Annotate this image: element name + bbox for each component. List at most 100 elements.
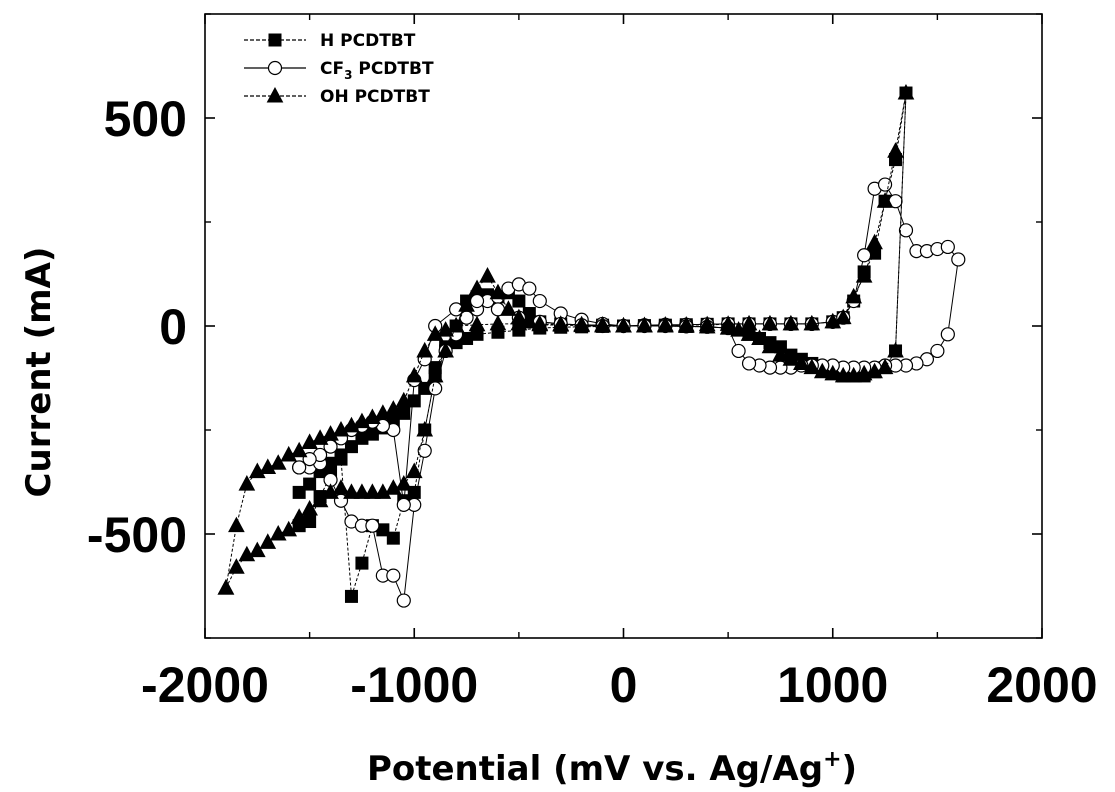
- data-point: [479, 267, 496, 283]
- x-axis-ticks: -2000 -1000 0 1000 2000: [141, 14, 1098, 713]
- data-point: [552, 316, 570, 332]
- data-point: [951, 252, 966, 267]
- data-point: [355, 556, 369, 570]
- legend: H PCDTBT CF3 PCDTBT OH PCDTBT: [244, 31, 434, 107]
- legend-label: OH PCDTBT: [320, 87, 430, 107]
- data-point: [228, 558, 245, 574]
- data-point: [386, 568, 401, 583]
- data-point: [248, 541, 266, 558]
- data-point: [698, 317, 716, 334]
- x-tick-label: 0: [610, 657, 638, 713]
- data-point: [573, 316, 590, 333]
- data-point: [940, 327, 955, 342]
- data-point: [834, 308, 852, 325]
- data-point: [416, 420, 434, 437]
- data-point: [657, 316, 674, 333]
- data-point: [364, 408, 381, 425]
- data-point: [364, 483, 381, 499]
- legend-marker: [266, 86, 284, 103]
- data-point: [845, 366, 863, 383]
- data-point: [332, 479, 350, 495]
- data-point: [751, 329, 768, 345]
- data-point: [510, 314, 528, 331]
- legend-label: H PCDTBT: [320, 31, 416, 51]
- data-point: [405, 462, 423, 479]
- data-point: [876, 358, 894, 375]
- data-point: [761, 314, 779, 331]
- y-tick-label: 0: [159, 299, 187, 355]
- data-point: [615, 316, 632, 333]
- data-point: [866, 362, 883, 379]
- data-point: [458, 296, 475, 312]
- series-triangle: [217, 83, 915, 595]
- data-point: [803, 314, 821, 331]
- data-point: [447, 316, 465, 333]
- data-point: [740, 325, 758, 341]
- y-axis-title: Current (mA): [19, 247, 59, 498]
- data-point: [824, 312, 842, 329]
- data-point: [395, 475, 413, 491]
- data-point: [384, 479, 402, 495]
- x-axis-title: Potential (mV vs. Ag/Ag+): [367, 747, 857, 789]
- data-point: [269, 454, 287, 470]
- data-point: [238, 475, 256, 491]
- data-point: [311, 429, 329, 445]
- data-point: [365, 518, 380, 533]
- data-point: [303, 477, 317, 491]
- data-point: [334, 448, 348, 462]
- data-point: [594, 316, 611, 333]
- data-point: [813, 362, 831, 379]
- legend-marker: [268, 33, 282, 47]
- y-tick-label: -500: [87, 507, 187, 563]
- data-point: [343, 483, 360, 499]
- data-point: [940, 239, 955, 255]
- data-point: [396, 497, 411, 512]
- data-point: [782, 350, 800, 366]
- data-point: [384, 400, 402, 416]
- data-point: [396, 593, 411, 608]
- x-tick-label: 1000: [777, 657, 888, 713]
- x-tick-label: -2000: [141, 657, 269, 713]
- data-point: [290, 508, 308, 524]
- data-point: [353, 483, 371, 499]
- data-point: [876, 192, 894, 208]
- data-point: [855, 364, 873, 381]
- data-point: [855, 267, 873, 283]
- data-point: [280, 520, 298, 537]
- data-point: [761, 337, 779, 354]
- data-point: [437, 321, 454, 337]
- data-point: [731, 343, 746, 359]
- data-point: [332, 420, 350, 437]
- data-point: [248, 462, 266, 479]
- data-point: [259, 533, 277, 549]
- data-point: [887, 142, 904, 158]
- data-point: [259, 458, 277, 474]
- data-point: [636, 316, 653, 333]
- data-point: [343, 416, 360, 433]
- data-point: [531, 315, 549, 332]
- data-point: [898, 223, 914, 238]
- data-point: [468, 315, 486, 332]
- data-point: [469, 293, 485, 309]
- data-point: [719, 319, 737, 335]
- data-point: [803, 358, 821, 375]
- data-point: [416, 341, 434, 358]
- data-point: [521, 312, 538, 329]
- legend-marker: [267, 60, 283, 76]
- data-point: [228, 516, 245, 533]
- data-point: [426, 325, 444, 341]
- data-point: [301, 433, 318, 449]
- data-point: [417, 443, 432, 458]
- data-point: [280, 445, 298, 462]
- data-point: [405, 366, 423, 383]
- data-point: [428, 381, 443, 396]
- data-point: [344, 440, 358, 454]
- data-point: [374, 483, 392, 499]
- data-point: [292, 460, 307, 475]
- data-point: [866, 233, 883, 250]
- data-point: [386, 531, 400, 545]
- series-square: [292, 86, 913, 603]
- data-point: [930, 343, 945, 359]
- data-point: [353, 412, 371, 429]
